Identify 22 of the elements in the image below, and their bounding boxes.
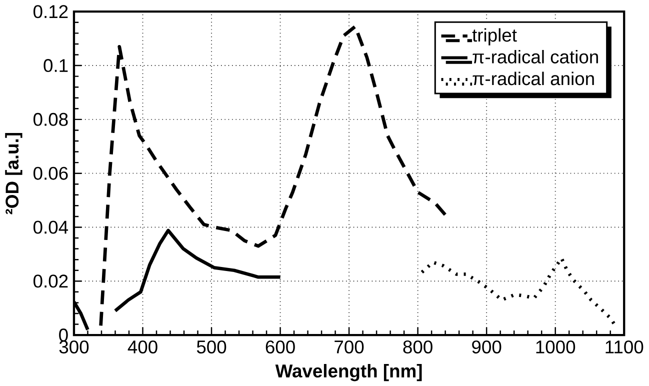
x-axis-title: Wavelength [nm]	[275, 364, 422, 382]
y-tick-label: 0.12	[33, 4, 68, 18]
x-tick-label: 700	[334, 340, 364, 354]
y-axis-title: ²OD [a.u.]	[5, 132, 22, 214]
x-tick-label: 500	[196, 340, 226, 354]
y-tick-label: 0.04	[33, 220, 68, 234]
legend-label: π-radical anion	[472, 72, 594, 86]
x-tick-label: 400	[128, 340, 158, 354]
y-tick-label: 0.1	[44, 58, 68, 72]
x-tick-label: 800	[403, 340, 432, 354]
x-tick-label: 600	[266, 340, 295, 354]
x-tick-label: 1100	[606, 340, 644, 354]
x-tick-label: 300	[59, 340, 89, 354]
y-tick-label: 0.06	[33, 166, 68, 180]
legend-label: triplet	[472, 28, 517, 46]
y-tick-label: 0.08	[33, 112, 68, 126]
y-tick-label: 0.02	[33, 274, 68, 288]
legend-label: π-radical cation	[472, 50, 598, 64]
x-tick-label: 900	[472, 340, 502, 354]
x-tick-label: 1000	[536, 340, 576, 354]
y-tick-label: 0	[59, 328, 68, 342]
line-series	[99, 24, 448, 328]
